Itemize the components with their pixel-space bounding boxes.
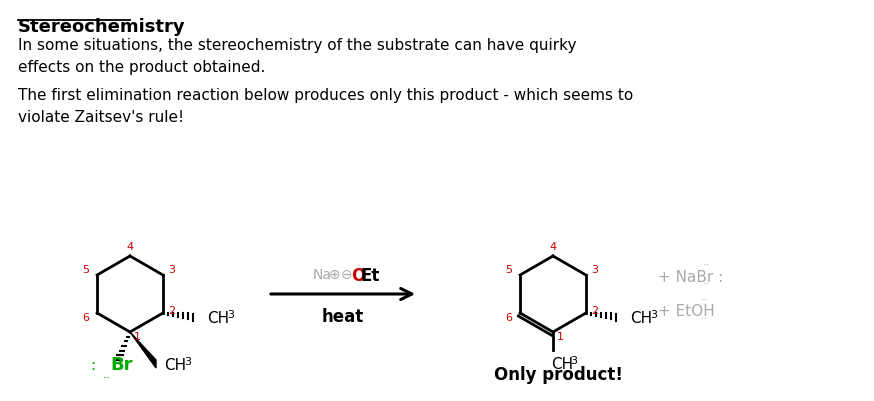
Text: CH: CH	[207, 311, 229, 326]
Text: Stereochemistry: Stereochemistry	[18, 18, 185, 36]
Text: 2: 2	[592, 305, 599, 315]
Polygon shape	[130, 332, 156, 368]
Text: 3: 3	[570, 355, 577, 365]
Text: 3: 3	[650, 309, 657, 319]
Text: + EtOH: + EtOH	[658, 304, 715, 319]
Text: Br: Br	[110, 355, 133, 373]
Text: 6: 6	[82, 312, 90, 322]
Text: ··: ··	[700, 313, 708, 323]
Text: ··: ··	[703, 278, 710, 288]
Text: ⊖: ⊖	[341, 267, 353, 281]
Text: 3: 3	[184, 356, 191, 366]
Text: CH: CH	[164, 358, 186, 373]
Text: 5: 5	[82, 264, 90, 274]
Text: ··: ··	[703, 259, 710, 269]
Text: CH: CH	[551, 356, 573, 372]
Text: Na: Na	[313, 267, 332, 281]
Text: 1: 1	[557, 331, 564, 341]
Text: 1: 1	[134, 331, 141, 341]
Text: ··: ··	[700, 294, 708, 304]
Text: ··: ··	[103, 372, 111, 385]
Text: ⊕: ⊕	[329, 267, 341, 281]
Text: 3: 3	[592, 264, 599, 274]
Text: Et: Et	[360, 266, 379, 284]
Text: 4: 4	[127, 241, 134, 251]
Text: The first elimination reaction below produces only this product - which seems to: The first elimination reaction below pro…	[18, 88, 634, 125]
Text: heat: heat	[322, 307, 364, 325]
Text: CH: CH	[630, 311, 652, 326]
Text: 4: 4	[550, 241, 557, 251]
Text: 3: 3	[169, 264, 176, 274]
Text: In some situations, the stereochemistry of the substrate can have quirky
effects: In some situations, the stereochemistry …	[18, 38, 577, 75]
Text: 3: 3	[227, 309, 234, 319]
Text: 2: 2	[169, 305, 176, 315]
Text: + NaBr :: + NaBr :	[658, 270, 724, 285]
Text: O: O	[350, 266, 365, 284]
Text: Only product!: Only product!	[494, 365, 622, 383]
Text: 6: 6	[505, 312, 512, 322]
Text: :: :	[90, 358, 95, 373]
Text: 5: 5	[505, 264, 512, 274]
